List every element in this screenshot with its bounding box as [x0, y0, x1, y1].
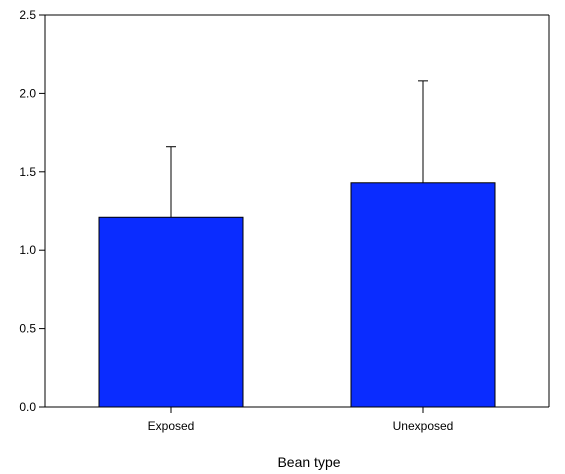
y-tick-label: 0.0: [19, 400, 36, 414]
y-tick-label: 2.0: [19, 86, 36, 100]
y-tick-label: 1.0: [19, 243, 36, 257]
x-tick-label: Unexposed: [393, 419, 454, 433]
x-tick-label: Exposed: [148, 419, 195, 433]
y-tick-label: 1.5: [19, 165, 36, 179]
y-axis-ticks: 0.0 0.5 1.0 1.5 2.0 2.5: [19, 8, 45, 414]
y-tick-label: 2.5: [19, 8, 36, 22]
bar-unexposed: [350, 182, 496, 408]
bar-exposed: [98, 216, 244, 408]
y-tick-label: 0.5: [19, 322, 36, 336]
x-axis-ticks: Exposed Unexposed: [148, 407, 454, 433]
bars: [98, 80, 496, 408]
x-axis-title: Bean type: [277, 454, 340, 470]
